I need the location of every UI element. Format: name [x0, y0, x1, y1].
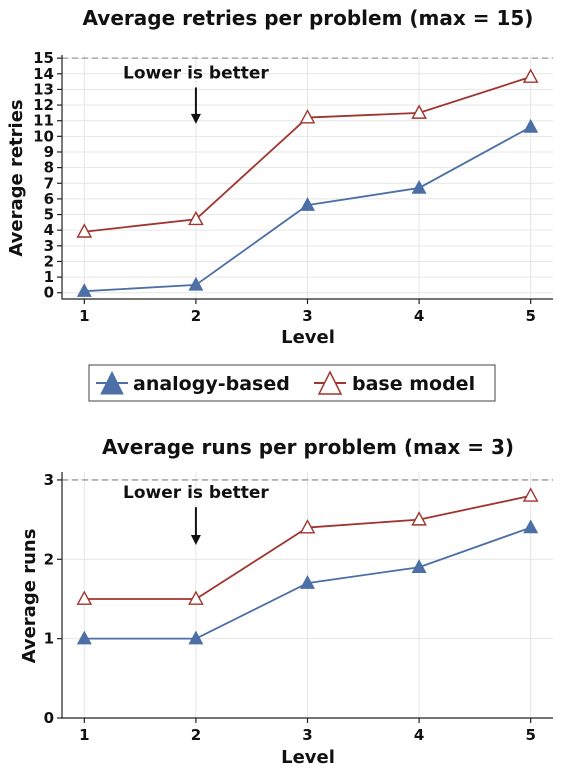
- x-tick-label: 4: [414, 307, 424, 325]
- legend-marker-base-model: [317, 370, 343, 395]
- data-point-base-model: [411, 104, 427, 119]
- chart-retries-annotation: Lower is better: [123, 63, 269, 83]
- y-tick-label: 2: [44, 550, 54, 568]
- y-tick-label: 15: [33, 49, 54, 67]
- data-point-base-model: [188, 210, 204, 226]
- legend-label-base-model: base model: [352, 373, 475, 395]
- chart-retries-x-label: Level: [281, 327, 335, 348]
- x-tick-label: 5: [525, 307, 535, 325]
- x-tick-label: 4: [414, 726, 424, 744]
- data-point-analogy-based: [188, 630, 204, 645]
- y-tick-label: 1: [44, 630, 54, 648]
- data-point-base-model: [299, 519, 316, 534]
- chart-retries-annotation-arrowhead: [190, 113, 201, 124]
- y-tick-label: 1: [44, 268, 54, 286]
- chart-retries-grid: [62, 55, 553, 299]
- chart-runs-annotation-arrowhead: [190, 535, 201, 546]
- legend-marker-analogy-based: [100, 370, 124, 395]
- data-point-base-model: [522, 68, 539, 83]
- data-point-base-model: [188, 590, 204, 605]
- y-tick-label: 3: [44, 237, 54, 255]
- x-tick-label: 1: [79, 726, 89, 744]
- chart-runs-x-ticks: 1 2 3 4 5: [79, 718, 536, 744]
- y-tick-label: 6: [44, 190, 54, 208]
- legend-label-analogy-based: analogy-based: [133, 373, 290, 395]
- y-tick-label: 13: [33, 80, 54, 98]
- x-tick-label: 2: [191, 726, 201, 744]
- x-tick-label: 1: [79, 307, 89, 325]
- y-tick-label: 12: [33, 96, 54, 114]
- y-tick-label: 2: [44, 252, 54, 270]
- data-point-analogy-based: [76, 283, 92, 297]
- data-point-analogy-based: [76, 630, 92, 645]
- chart-retries-y-label: Average retries: [6, 99, 27, 256]
- chart-retries-title: Average retries per problem (max = 15): [83, 6, 534, 30]
- legend: analogy-based base model: [88, 364, 496, 402]
- y-tick-label: 14: [33, 65, 54, 83]
- x-tick-label: 3: [302, 307, 312, 325]
- chart-runs-y-label: Average runs: [19, 529, 40, 664]
- data-point-analogy-based: [411, 559, 427, 573]
- chart-runs-y-ticks: 0 1 2 3: [44, 471, 62, 727]
- y-tick-label: 3: [44, 471, 54, 489]
- y-tick-label: 7: [44, 174, 54, 192]
- chart-runs-title: Average runs per problem (max = 3): [102, 435, 514, 459]
- data-point-base-model: [76, 590, 93, 605]
- chart-runs-annotation: Lower is better: [123, 483, 269, 503]
- x-tick-label: 5: [525, 726, 535, 744]
- data-point-analogy-based: [188, 276, 204, 291]
- data-point-base-model: [299, 109, 316, 124]
- data-point-analogy-based: [300, 575, 315, 589]
- data-point-analogy-based: [411, 179, 427, 194]
- y-tick-label: 9: [44, 143, 54, 161]
- x-tick-label: 2: [191, 307, 201, 325]
- data-point-analogy-based: [523, 519, 539, 534]
- y-tick-label: 8: [44, 159, 54, 177]
- chart-runs: Average runs per problem (max = 3) 0123 …: [19, 435, 553, 768]
- chart-retries-series: [76, 68, 539, 297]
- data-point-base-model: [522, 487, 539, 502]
- y-tick-label: 4: [44, 221, 54, 239]
- data-point-base-model: [411, 511, 427, 526]
- y-tick-label: 5: [44, 206, 54, 224]
- chart-retries: Average retries per problem (max = 15) 0…: [6, 6, 553, 348]
- y-tick-label: 11: [33, 112, 54, 130]
- chart-retries-x-ticks: 1 2 3 4 5: [79, 299, 536, 325]
- chart-runs-series: [76, 487, 539, 645]
- y-tick-label: 10: [33, 127, 54, 145]
- chart-runs-x-label: Level: [281, 747, 335, 768]
- legend-box: [88, 364, 496, 402]
- chart-runs-grid: [62, 472, 553, 719]
- data-point-base-model: [76, 223, 93, 238]
- y-tick-label: 0: [44, 284, 54, 302]
- data-point-analogy-based: [300, 197, 315, 211]
- y-tick-label: 0: [44, 709, 54, 727]
- x-tick-label: 3: [302, 726, 312, 744]
- data-point-analogy-based: [523, 118, 539, 133]
